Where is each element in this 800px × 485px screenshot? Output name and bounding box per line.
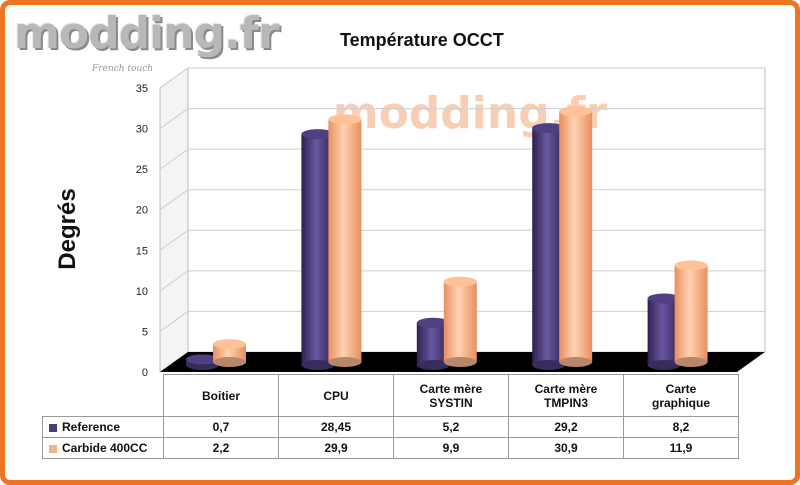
bar-top xyxy=(301,129,335,140)
table-corner xyxy=(43,375,164,417)
data-label: 0,7 xyxy=(163,416,279,438)
y-tick-label: 20 xyxy=(136,205,148,217)
series-name: Carbide 400CC xyxy=(62,441,148,455)
bar-carbide-3 xyxy=(559,106,593,367)
data-label: 11,9 xyxy=(623,437,739,459)
bar-base xyxy=(559,357,593,367)
y-tick-label: 0 xyxy=(142,367,148,379)
data-label: 9,9 xyxy=(393,437,509,459)
bar-top xyxy=(559,106,593,117)
data-label: 8,2 xyxy=(623,416,739,438)
bar-top xyxy=(647,293,681,304)
gridline-side xyxy=(159,108,189,129)
bar-base xyxy=(532,360,566,370)
bar-base xyxy=(213,357,246,367)
gridline-side xyxy=(159,189,189,211)
bar-body xyxy=(213,344,246,362)
category-label: Boitier xyxy=(163,374,279,417)
side-wall xyxy=(159,67,189,373)
bar-body xyxy=(328,119,362,362)
bar-top xyxy=(213,339,246,350)
bar-top xyxy=(416,317,450,328)
data-label: 29,9 xyxy=(278,437,394,459)
data-label: 30,9 xyxy=(508,437,624,459)
category-label-line: Carte xyxy=(665,381,697,396)
series-name: Reference xyxy=(62,420,121,434)
data-table: Boitier CPU Carte mère SYSTIN Carte mère TMPI… xyxy=(42,374,739,459)
table-row: Carbide 400CC 2,2 29,9 9,9 30,9 11,9 xyxy=(42,437,739,459)
gridline-side xyxy=(159,148,189,170)
bar-base xyxy=(443,357,477,367)
legend-swatch xyxy=(49,423,57,432)
legend-swatch xyxy=(49,444,57,453)
y-tick-label: 15 xyxy=(136,245,148,257)
y-tick-label: 35 xyxy=(136,83,148,95)
legend-entry: Carbide 400CC xyxy=(42,437,164,459)
data-label: 5,2 xyxy=(393,416,509,438)
site-logo: modding.fr xyxy=(14,8,280,59)
bar-body xyxy=(559,111,593,362)
table-header-row: Boitier CPU Carte mère SYSTIN Carte mère TMPI… xyxy=(43,374,739,417)
chart-title: Température OCCT xyxy=(340,30,504,50)
bar-base xyxy=(328,357,362,367)
bar-carbide-4 xyxy=(674,260,708,367)
data-label: 2,2 xyxy=(163,437,279,459)
legend-entry: Reference xyxy=(42,416,164,438)
category-label: CPU xyxy=(278,374,394,417)
category-label-line: CPU xyxy=(323,388,349,403)
bar-top xyxy=(443,276,477,287)
category-label-line: SYSTIN xyxy=(429,395,473,410)
category-label: Carte mère SYSTIN xyxy=(393,374,509,417)
category-label-line: TMPIN3 xyxy=(543,395,588,410)
category-label: Carte graphique xyxy=(623,374,739,417)
bar-top xyxy=(532,123,566,134)
gridline-side xyxy=(159,270,189,292)
bar-top xyxy=(186,354,219,365)
y-tick-label: 25 xyxy=(136,164,148,176)
logo-tagline: French touch xyxy=(92,64,154,74)
bar-top xyxy=(328,114,362,125)
bar-base xyxy=(416,360,450,370)
gridline-side xyxy=(159,311,189,332)
gridline-side xyxy=(159,67,189,89)
bar-body xyxy=(443,281,477,362)
y-tick-label: 5 xyxy=(142,326,148,338)
gridline-side xyxy=(159,229,189,251)
bar-top xyxy=(674,260,708,271)
bar-reference-0 xyxy=(186,354,219,370)
category-label-line: Carte mère xyxy=(534,381,598,396)
bar-carbide-1 xyxy=(328,114,362,367)
y-tick-label: 10 xyxy=(136,286,148,298)
category-label-line: Boitier xyxy=(201,388,240,403)
bar-carbide-0 xyxy=(213,339,246,367)
category-label: Carte mère TMPIN3 xyxy=(508,374,624,417)
bar-carbide-2 xyxy=(443,276,477,367)
table-row: Reference 0,7 28,45 5,2 29,2 8,2 xyxy=(42,416,739,438)
data-label: 28,45 xyxy=(278,416,394,438)
category-label-line: Carte mère xyxy=(419,381,483,396)
y-tick-label: 30 xyxy=(136,124,148,136)
bar-base xyxy=(301,360,335,370)
data-label: 29,2 xyxy=(508,416,624,438)
category-label-line: graphique xyxy=(651,395,710,410)
bar-body xyxy=(674,265,708,362)
bar-base xyxy=(647,360,681,370)
bar-base xyxy=(674,357,708,367)
